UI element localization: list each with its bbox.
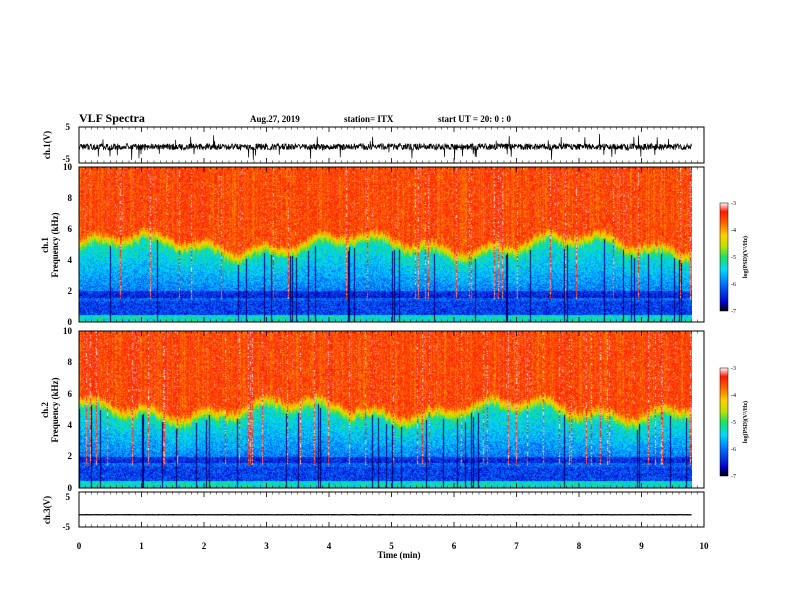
time-tick-6: 6 (452, 541, 457, 551)
ch1-waveform-panel: 5 -5 ch.1(V) (42, 122, 705, 164)
time-tick-7: 7 (514, 541, 519, 551)
ch3-waveform-ylabel: ch.3(V) (42, 496, 52, 524)
time-tick-10: 10 (700, 541, 710, 551)
time-axis: 0 1 2 3 4 5 6 7 8 9 10 Time (min) (77, 541, 709, 560)
ch2-freq-tick-2: 2 (68, 451, 73, 461)
date-label: Aug.27, 2019 (250, 114, 300, 124)
ch1-colorbar: -3 -4 -5 -6 -7 log(PSD)(V²/Hz) (719, 201, 749, 315)
ch1-freq-tick-0: 0 (68, 317, 73, 327)
ch3-waveform-frame (78, 491, 705, 528)
ch2-spectrogram-ylabel-channel: ch.2 (40, 402, 50, 418)
time-tick-1: 1 (139, 541, 144, 551)
ch2-colorbar-tick-m5: -5 (731, 420, 736, 426)
ch1-waveform-trace (78, 133, 692, 160)
ch1-ytick-bottom: -5 (63, 154, 71, 164)
ch2-freq-tick-0: 0 (68, 483, 73, 493)
ch1-colorbar-tick-m5: -5 (731, 255, 736, 261)
ch1-ytick-top: 5 (66, 122, 71, 132)
ch1-waveform-ylabel: ch.1(V) (42, 131, 52, 159)
ch3-ytick-top: 5 (66, 492, 71, 502)
ch2-freq-tick-4: 4 (68, 420, 73, 430)
ch1-spectrogram-ylabel-channel: ch.1 (40, 237, 50, 253)
time-tick-3: 3 (264, 541, 269, 551)
start-ut-label: start UT = 20: 0 : 0 (438, 114, 511, 124)
ch1-freq-tick-2: 2 (68, 286, 73, 296)
ch2-colorbar: -3 -4 -5 -6 -7 log(PSD)(V²/Hz) (719, 366, 749, 480)
ch1-freq-tick-4: 4 (68, 255, 73, 265)
ch1-spectrogram-ylabel-freq: Frequency (kHz) (50, 212, 60, 277)
ch2-colorbar-bar (719, 367, 729, 477)
ch2-colorbar-tick-m6: -6 (731, 447, 736, 453)
ch3-waveform-xticks (78, 492, 705, 527)
ch2-colorbar-tick-m7: -7 (731, 474, 736, 480)
time-axis-label: Time (min) (377, 550, 420, 560)
ch1-freq-tick-6: 6 (68, 224, 73, 234)
ch1-colorbar-label: log(PSD)(V²/Hz) (742, 236, 749, 278)
ch1-colorbar-tick-m6: -6 (731, 282, 736, 288)
ch2-colorbar-tick-m4: -4 (731, 393, 736, 399)
ch1-colorbar-tick-m3: -3 (731, 201, 736, 207)
ch1-freq-tick-10: 10 (63, 162, 73, 172)
ch1-spectrogram-panel: 0 2 4 6 8 10 ch.1 Frequency (kHz) (40, 162, 705, 327)
ch2-spectrogram-image (79, 331, 692, 488)
ch2-spectrogram-panel: 0 2 4 6 8 10 ch.2 Frequency (kHz) (40, 326, 705, 493)
ch2-colorbar-label: log(PSD)(V²/Hz) (742, 401, 749, 443)
ch3-ytick-bottom: -5 (63, 522, 71, 532)
station-label: station= ITX (344, 114, 394, 124)
ch2-freq-tick-6: 6 (68, 389, 73, 399)
ch2-spectrogram-ticks (78, 331, 705, 488)
figure-title: VLF Spectra (79, 111, 145, 125)
ch2-spectrogram-ylabel-freq: Frequency (kHz) (50, 377, 60, 442)
ch1-waveform-xticks (78, 127, 705, 163)
time-tick-9: 9 (639, 541, 644, 551)
ch1-freq-tick-8: 8 (68, 193, 73, 203)
ch1-spectrogram-image (79, 167, 692, 322)
time-tick-4: 4 (327, 541, 332, 551)
ch1-colorbar-bar (719, 202, 729, 312)
time-tick-5: 5 (389, 541, 394, 551)
ch1-colorbar-tick-m4: -4 (731, 228, 736, 234)
ch2-freq-tick-10: 10 (63, 326, 73, 336)
ch2-colorbar-tick-m3: -3 (731, 366, 736, 372)
time-tick-8: 8 (577, 541, 582, 551)
time-tick-0: 0 (77, 541, 82, 551)
ch3-waveform-panel: 5 -5 ch.3(V) (42, 491, 705, 532)
ch1-colorbar-tick-m7: -7 (731, 309, 736, 315)
time-tick-2: 2 (202, 541, 207, 551)
ch2-freq-tick-8: 8 (68, 357, 73, 367)
ch1-spectrogram-ticks (78, 167, 705, 322)
